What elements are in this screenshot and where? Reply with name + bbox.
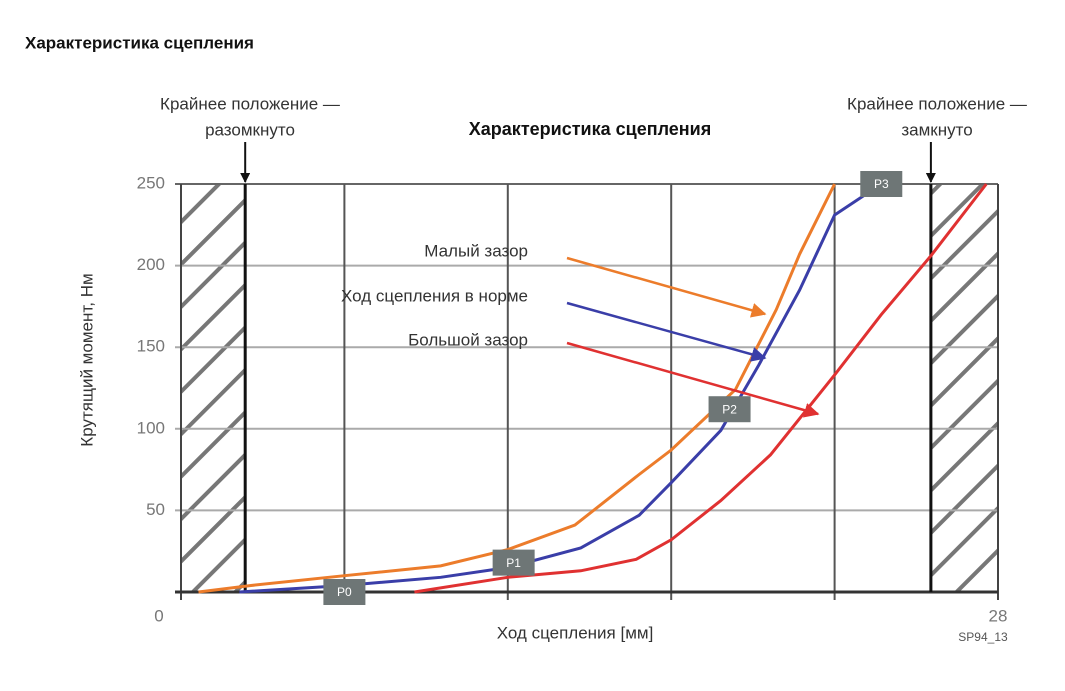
y-tick-label: 50 xyxy=(146,500,165,519)
point-label: P1 xyxy=(506,556,521,570)
series-arrow xyxy=(566,256,767,318)
page-title: Характеристика сцепления xyxy=(25,33,254,52)
point-box xyxy=(492,549,535,576)
y-tick-label: 100 xyxy=(137,418,165,437)
point-box xyxy=(323,579,366,605)
point-label: P3 xyxy=(874,177,889,191)
limit-label: Крайнее положение — xyxy=(160,94,340,113)
point-box xyxy=(860,171,903,197)
hatch-zone xyxy=(181,184,246,592)
x-tick-label: 28 xyxy=(989,606,1008,625)
hatch-zone xyxy=(930,184,998,592)
series-label: Ход сцепления в норме xyxy=(341,286,528,305)
chart-title: Характеристика сцепления xyxy=(469,119,711,139)
y-tick-label: 250 xyxy=(137,173,165,192)
series-line xyxy=(414,183,988,594)
point-label: P2 xyxy=(722,402,737,416)
limit-label: замкнуто xyxy=(901,120,972,139)
x-tick-label: 0 xyxy=(154,606,163,625)
limit-label: разомкнуто xyxy=(205,120,295,139)
series-line xyxy=(198,183,836,594)
series-line xyxy=(239,182,883,594)
y-tick-label: 150 xyxy=(137,337,165,356)
x-axis-label: Ход сцепления [мм] xyxy=(497,623,654,642)
y-axis-label: Крутящий момент, Нм xyxy=(77,273,96,446)
figure-code: SP94_13 xyxy=(958,630,1008,644)
point-label: P0 xyxy=(337,585,352,599)
series-label: Малый зазор xyxy=(424,241,528,260)
limit-label: Крайнее положение — xyxy=(847,94,1027,113)
series-arrow xyxy=(566,341,820,418)
series-arrow xyxy=(566,301,767,362)
series-label: Большой зазор xyxy=(408,330,528,349)
point-box xyxy=(708,396,751,423)
y-tick-label: 200 xyxy=(137,255,165,274)
